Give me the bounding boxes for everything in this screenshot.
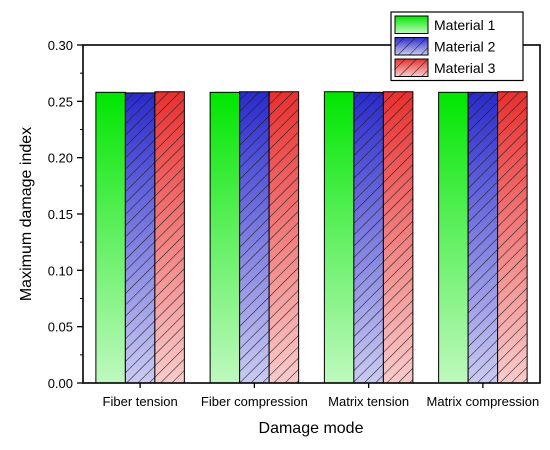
y-tick-label: 0.00 xyxy=(48,376,73,391)
bar-hatch-3-2 xyxy=(269,91,299,384)
bar-hatch-2-3 xyxy=(353,92,384,383)
y-axis-label: Maximum damage index xyxy=(18,127,35,301)
y-tick-label: 0.05 xyxy=(48,320,73,335)
legend-swatch-outline-3 xyxy=(394,58,429,77)
y-tick-label: 0.15 xyxy=(48,207,73,222)
legend: Material 1 Material 2 Material 3 xyxy=(390,11,524,82)
bar-hatch-2-4 xyxy=(468,92,498,383)
legend-label-3: Material 3 xyxy=(434,60,496,76)
bar-1-3 xyxy=(324,91,354,384)
x-tick-label: Fiber compression xyxy=(201,394,308,409)
y-axis: 0.00 0.05 0.10 0.15 0.20 0.25 0.30 xyxy=(48,38,83,391)
legend-swatch-outline-2 xyxy=(394,37,429,56)
x-tick-label: Fiber tension xyxy=(103,394,178,409)
legend-swatch-outline-1 xyxy=(394,15,429,34)
bar-1-4 xyxy=(438,92,469,383)
bar-hatch-3-3 xyxy=(383,91,413,384)
bar-hatch-2-2 xyxy=(239,91,270,384)
bars xyxy=(95,91,528,384)
legend-label-1: Material 1 xyxy=(434,17,496,33)
legend-swatch-1 xyxy=(395,16,428,34)
bar-1-1 xyxy=(95,92,126,383)
legend-label-2: Material 2 xyxy=(434,39,496,55)
bar-hatch-3-1 xyxy=(154,91,185,384)
legend-swatch-hatch-3 xyxy=(395,59,428,77)
legend-swatch-hatch-2 xyxy=(395,37,428,55)
y-tick-label: 0.10 xyxy=(48,263,73,278)
x-tick-label: Matrix tension xyxy=(328,394,409,409)
x-tick-label: Matrix compression xyxy=(427,394,540,409)
bar-1-2 xyxy=(210,92,240,383)
y-tick-label: 0.30 xyxy=(48,38,73,53)
y-tick-label: 0.25 xyxy=(48,94,73,109)
x-axis-label: Damage mode xyxy=(259,420,364,437)
bar-hatch-3-4 xyxy=(497,91,528,384)
bar-hatch-2-1 xyxy=(125,92,155,383)
y-tick-label: 0.20 xyxy=(48,151,73,166)
x-axis: Fiber tension Fiber compression Matrix ten… xyxy=(103,383,540,409)
